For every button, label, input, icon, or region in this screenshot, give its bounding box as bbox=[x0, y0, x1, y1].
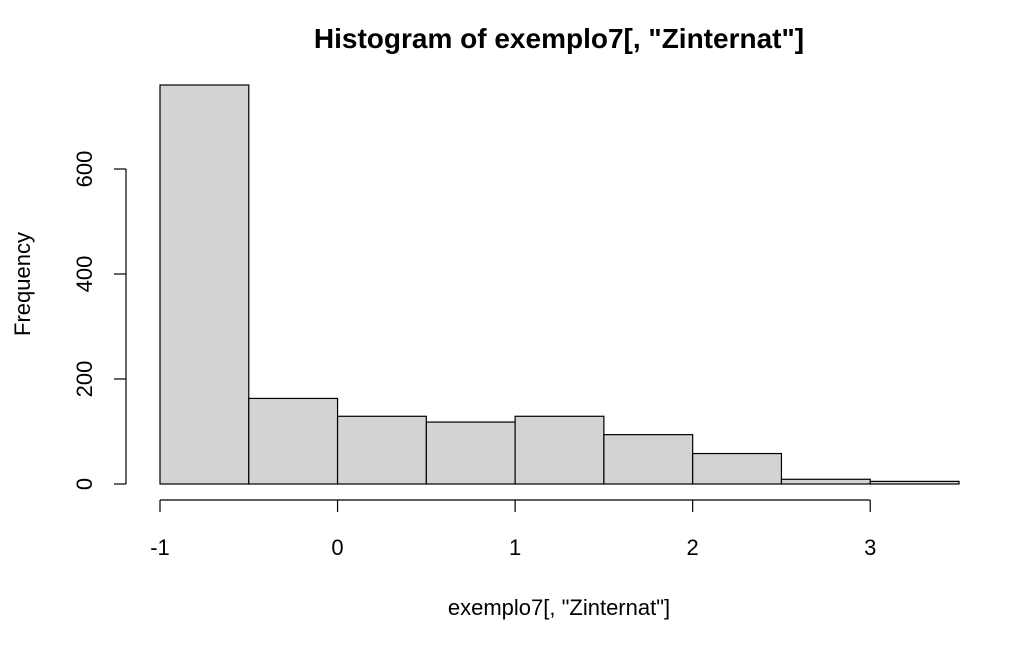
x-tick-label: 3 bbox=[864, 535, 876, 560]
histogram-bar bbox=[692, 452, 783, 485]
histogram-bar bbox=[425, 421, 516, 485]
chart-title: Histogram of exemplo7[, "Zinternat"] bbox=[314, 23, 804, 54]
x-tick-label: 1 bbox=[509, 535, 521, 560]
histogram-bar bbox=[159, 84, 250, 485]
histogram-bar bbox=[248, 397, 339, 485]
y-tick-label: 0 bbox=[72, 478, 97, 490]
histogram-bar bbox=[603, 434, 694, 485]
y-tick-label: 200 bbox=[72, 361, 97, 398]
y-axis: 0 200 400 600 bbox=[72, 151, 127, 490]
x-axis: -1 0 1 2 3 bbox=[150, 499, 876, 560]
x-tick-label: 2 bbox=[687, 535, 699, 560]
histogram-bar bbox=[336, 415, 427, 485]
y-axis-label: Frequency bbox=[10, 232, 35, 336]
y-tick-label: 400 bbox=[72, 256, 97, 293]
histogram-bar bbox=[514, 415, 605, 485]
y-tick-label: 600 bbox=[72, 151, 97, 188]
x-tick-label: 0 bbox=[331, 535, 343, 560]
x-tick-label: -1 bbox=[150, 535, 170, 560]
x-axis-label: exemplo7[, "Zinternat"] bbox=[448, 595, 670, 620]
bars-group bbox=[159, 84, 960, 485]
histogram-bar bbox=[780, 478, 871, 485]
histogram-bar bbox=[869, 480, 960, 485]
